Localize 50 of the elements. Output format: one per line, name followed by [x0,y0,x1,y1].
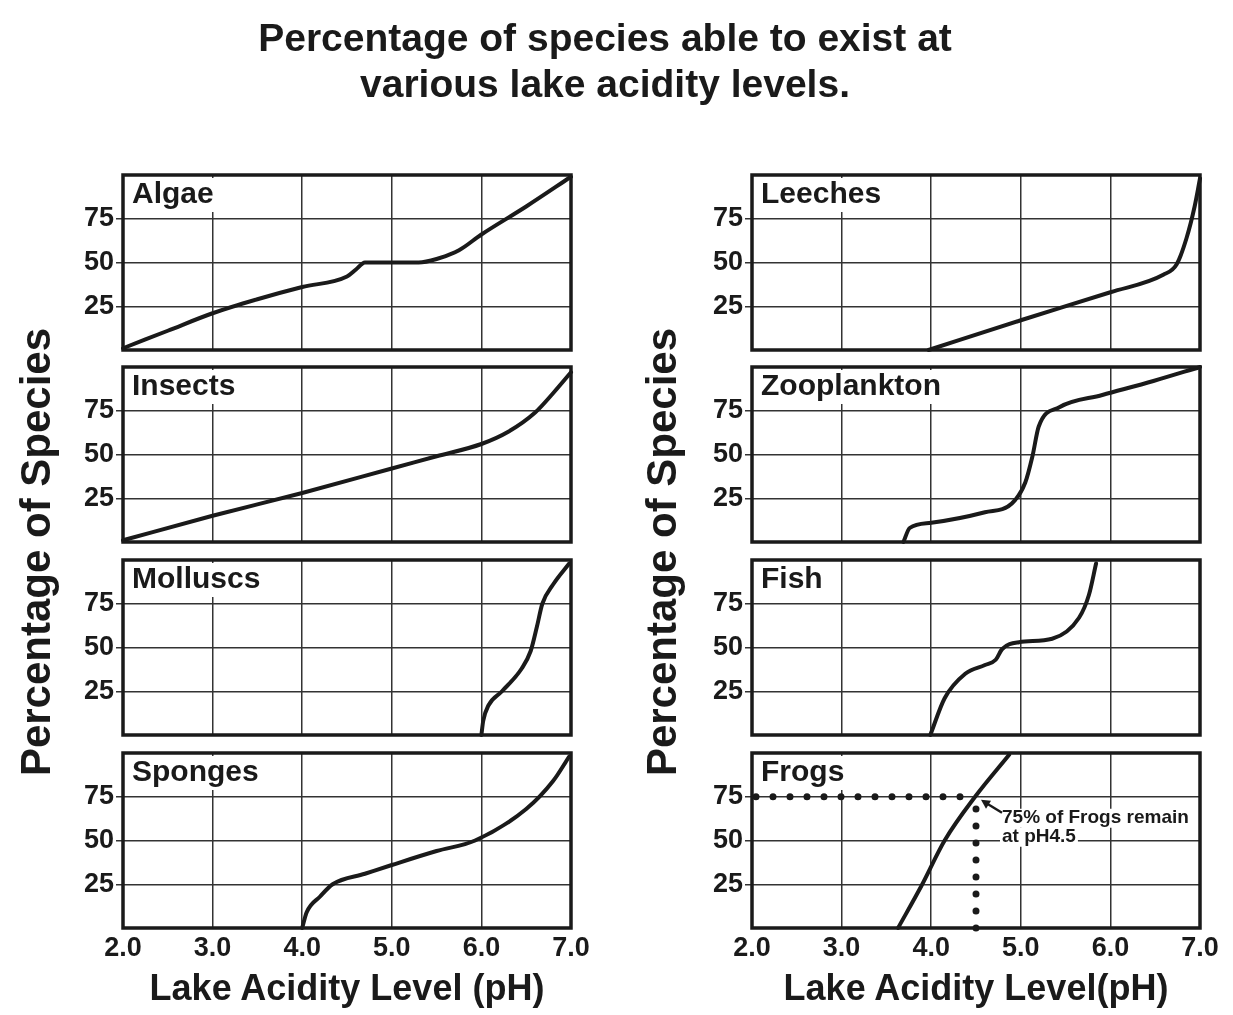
annotation: 75% of Frogs remain at pH4.5 [1002,806,1189,847]
x-tick-label: 4.0 [283,931,321,962]
text: Molluscs [132,561,261,595]
y-tick-label: 25 [712,867,743,898]
x-tick-label: 3.0 [193,931,232,962]
y-tick-label: 25 [83,289,114,320]
x-tick-label: 6.0 [462,931,501,962]
y-tick-label: 25 [712,481,743,512]
x-tick-label: 5.0 [1002,931,1040,962]
x-axis-title: Lake Acidity Level (pH) [149,967,545,1009]
x-tick-label: 7.0 [552,931,590,962]
y-tick-label: 75 [712,780,743,811]
y-tick-label: 50 [83,437,114,468]
y-tick-label: 75 [83,587,114,618]
y-axis-title: Percentage of Species [637,326,686,779]
y-tick-label: 25 [83,481,114,512]
text: Sponges [132,754,259,788]
x-tick-label: 7.0 [1181,931,1219,962]
text: Fish [761,561,823,595]
text: Insects [132,368,236,402]
y-axis-title: Percentage of Species [11,326,60,779]
y-tick-label: 25 [83,674,114,705]
y-tick-label: 25 [83,867,114,898]
y-tick-label: 50 [712,437,743,468]
y-tick-label: 25 [712,674,743,705]
text: Leeches [761,176,882,210]
y-tick-label: 50 [712,823,743,854]
x-tick-label: 3.0 [822,931,861,962]
y-tick-label: 25 [712,289,743,320]
x-tick-label: 2.0 [104,931,142,962]
y-tick-label: 75 [712,202,743,233]
y-tick-label: 50 [83,245,114,276]
x-tick-label: 4.0 [912,931,950,962]
text: Frogs [761,754,845,788]
y-tick-label: 50 [83,630,114,661]
y-tick-label: 50 [712,245,743,276]
y-tick-label: 75 [83,780,114,811]
chart-title: Percentage of species able to exist at various lake acidity levels. [257,15,953,107]
y-tick-label: 75 [712,587,743,618]
x-tick-label: 5.0 [373,931,411,962]
x-tick-label: 2.0 [733,931,771,962]
y-tick-label: 75 [712,394,743,425]
x-axis-title: Lake Acidity Level(pH) [783,967,1169,1009]
text: Algae [132,176,214,210]
text: Zooplankton [761,368,941,402]
y-tick-label: 75 [83,394,114,425]
x-tick-label: 6.0 [1091,931,1130,962]
y-tick-label: 75 [83,202,114,233]
y-tick-label: 50 [712,630,743,661]
y-tick-label: 50 [83,823,114,854]
